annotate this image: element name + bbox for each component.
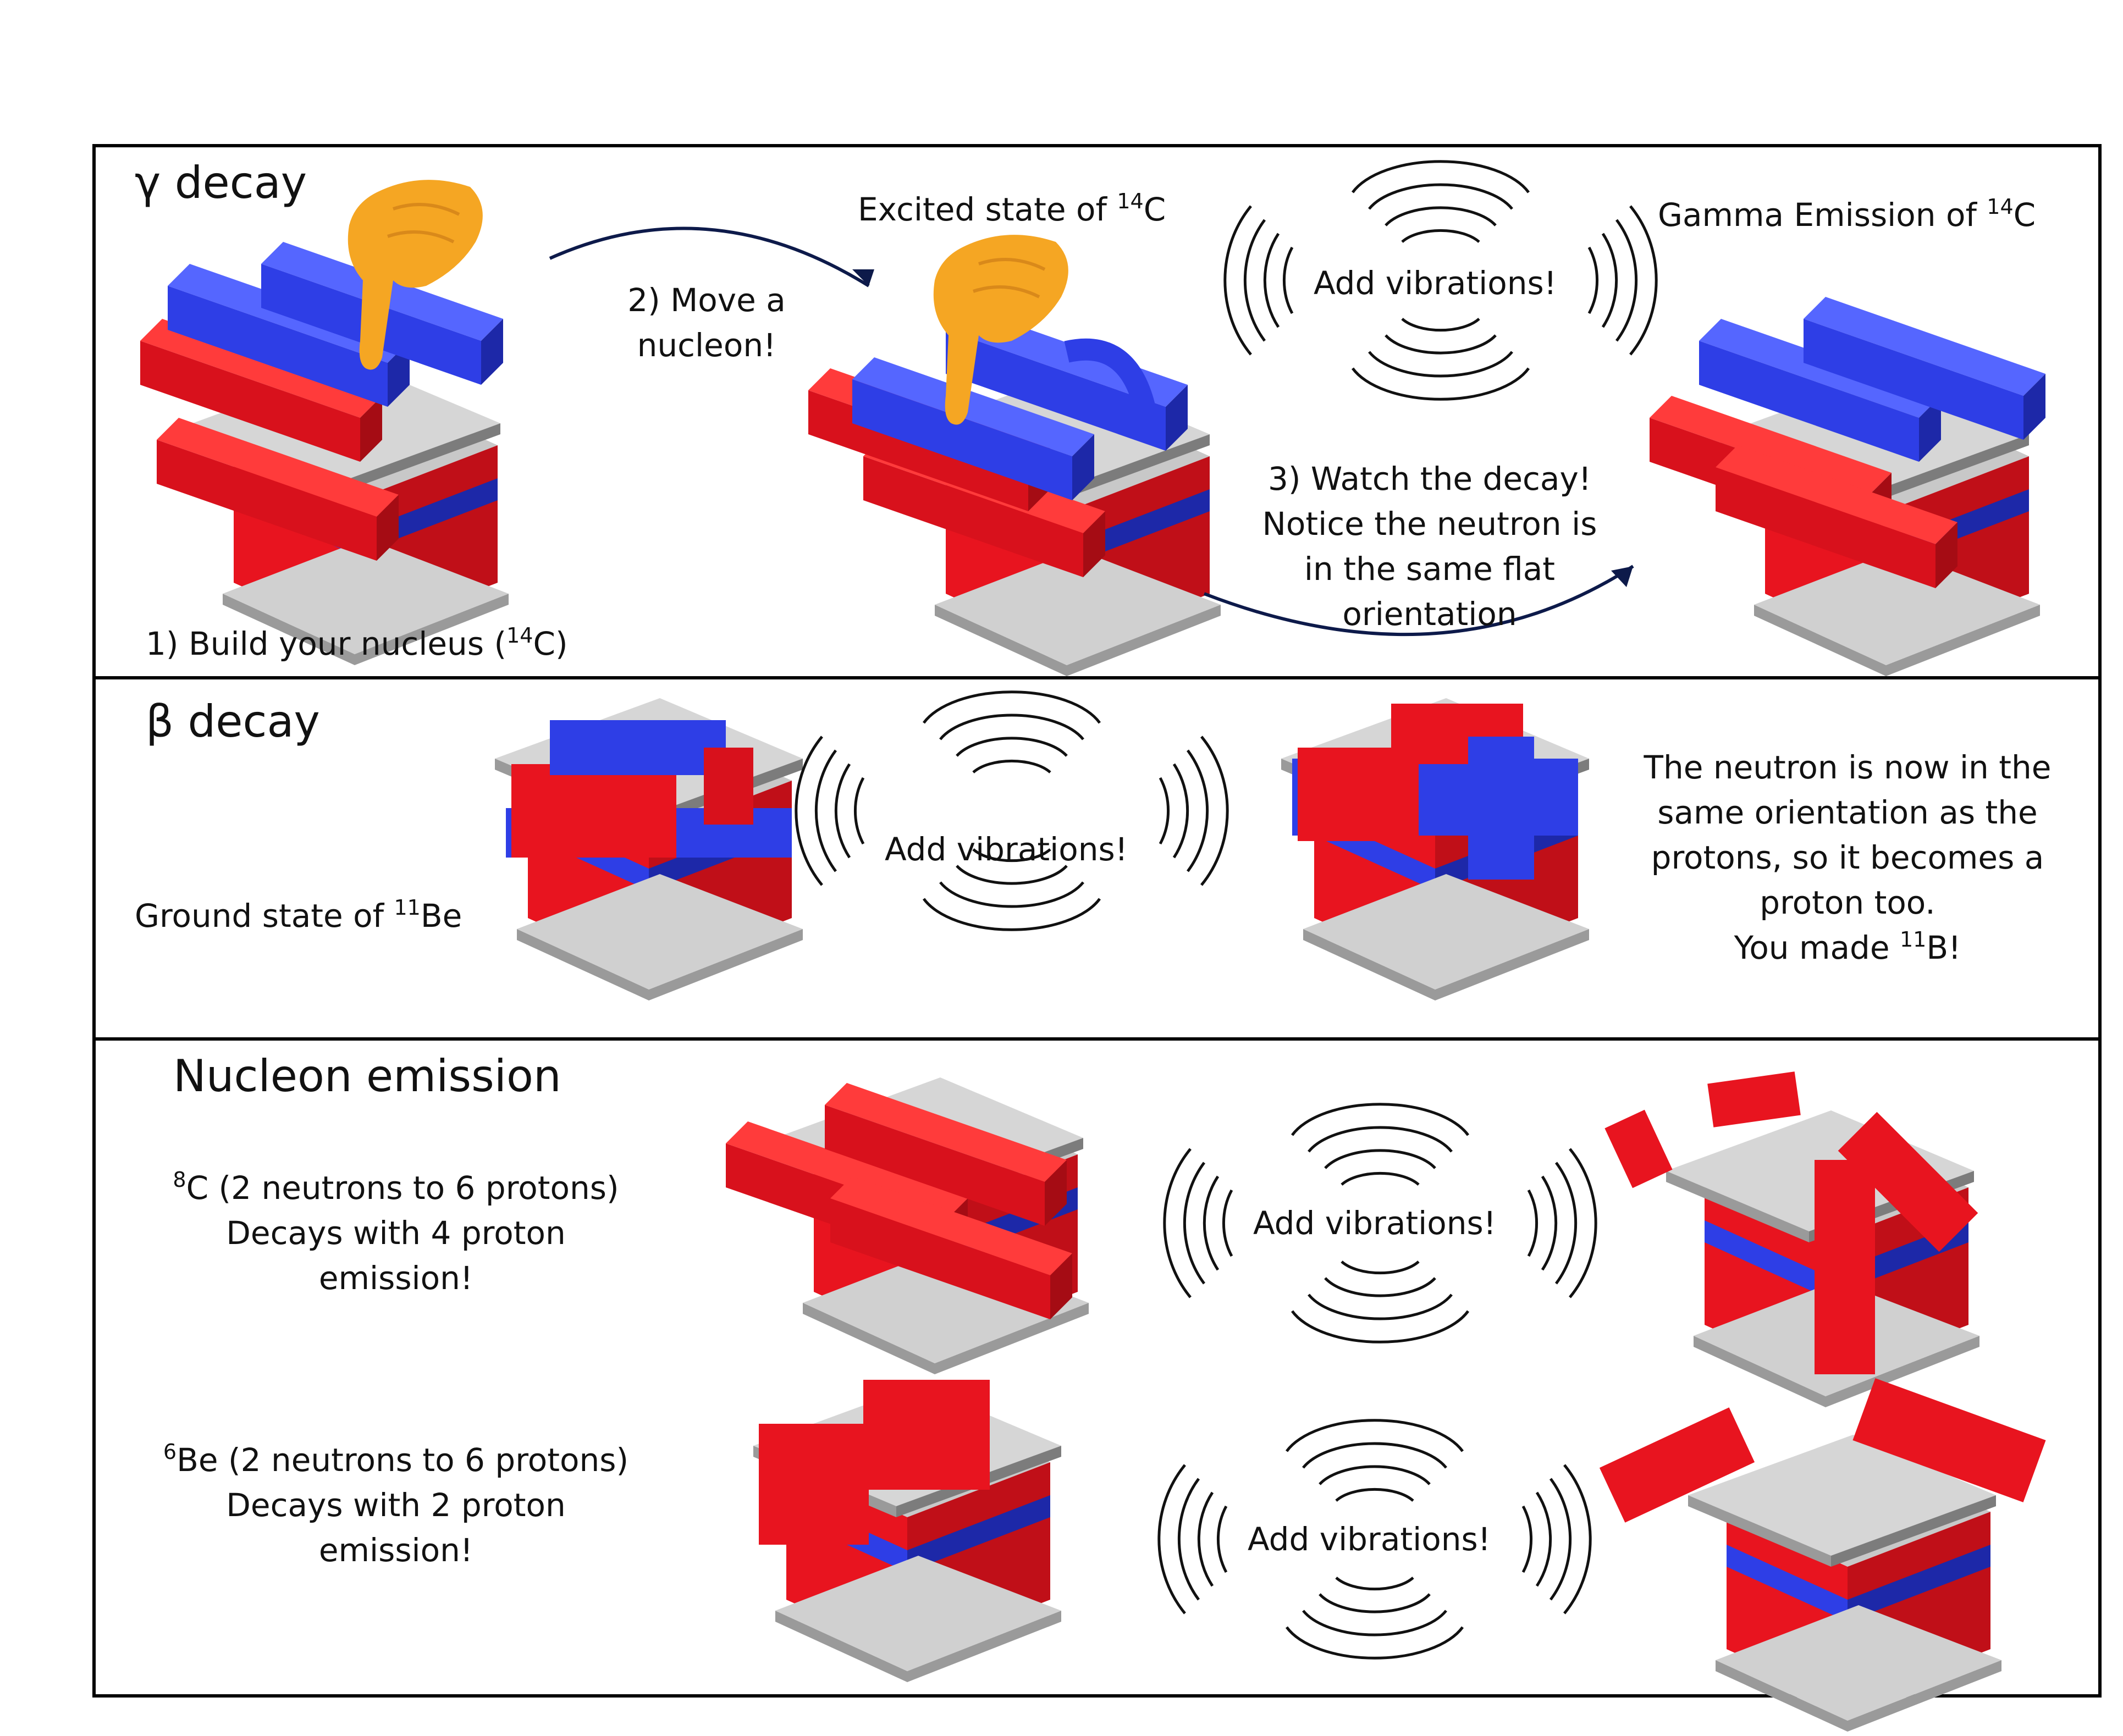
section-divider-2	[92, 1037, 2102, 1041]
excited-state-label: Excited state of 14C	[858, 189, 1166, 228]
section-divider-1	[92, 676, 2102, 679]
beta-result-label: The neutron is now in the same orientati…	[1644, 749, 2052, 966]
beta-decay-title: β decay	[146, 696, 320, 747]
be6-nucleus-initial	[753, 1380, 1061, 1682]
beta-nucleus-final	[1281, 698, 1589, 1000]
move-arrow	[549, 226, 874, 288]
gamma-add-vibrations: Add vibrations!	[1314, 264, 1557, 302]
gamma-emission-label: Gamma Emission of 14C	[1658, 195, 2036, 234]
ground-state-label: Ground state of 11Be	[135, 895, 462, 935]
gamma-step2-label: 2) Move a nucleon!	[627, 281, 786, 364]
c8-nucleus-emitted	[1604, 1071, 1979, 1407]
be6-description: 6Be (2 neutrons to 6 protons) Decays wit…	[163, 1440, 629, 1569]
c8-description: 8C (2 neutrons to 6 protons) Decays with…	[173, 1168, 619, 1297]
nucleon-emission-title: Nucleon emission	[173, 1051, 561, 1102]
be6-nucleus-emitted	[1599, 1378, 2046, 1732]
gamma-decay-title: γ decay	[135, 157, 307, 208]
c8-add-vibrations: Add vibrations!	[1253, 1204, 1496, 1242]
gamma-nucleus-emitted	[1650, 297, 2045, 676]
gamma-step3-label: 3) Watch the decay! Notice the neutron i…	[1262, 460, 1597, 633]
figure-frame	[92, 144, 2102, 1698]
be6-add-vibrations: Add vibrations!	[1248, 1521, 1491, 1558]
beta-vibration-arcs	[830, 811, 1182, 816]
beta-add-vibrations: Add vibrations!	[885, 831, 1128, 868]
gamma-nucleus-excited	[808, 225, 1221, 676]
gamma-step1-label: 1) Build your nucleus (14C)	[146, 623, 568, 662]
beta-nucleus-initial	[495, 698, 803, 1000]
c8-nucleus-initial	[726, 1077, 1089, 1374]
watch-arrow	[1203, 565, 1634, 637]
gamma-nucleus-initial	[140, 176, 509, 665]
